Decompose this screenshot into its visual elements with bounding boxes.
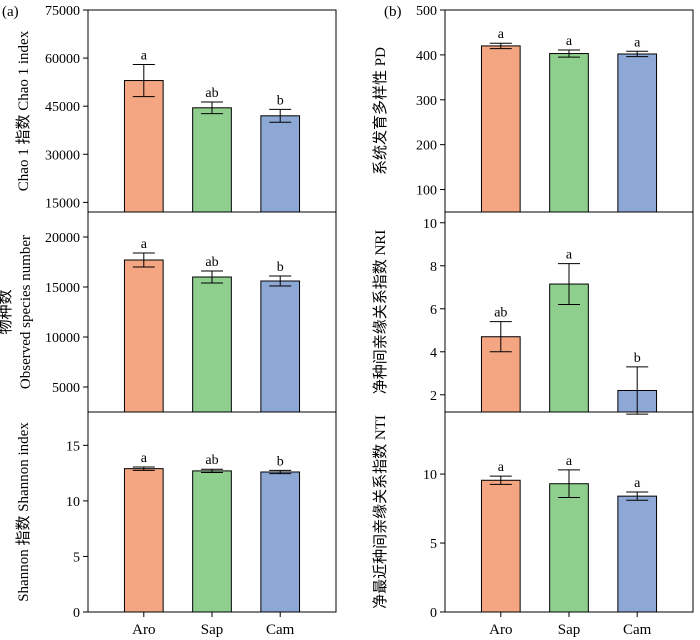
bar [549, 53, 589, 213]
significance-letter: ab [205, 86, 218, 101]
panel-label-b: (b) [384, 4, 402, 20]
bar [549, 483, 589, 613]
chart-3: 0 5 10 15 a ab b Aro Sap Cam Shannon 指数 Shannon in… [15, 411, 337, 638]
y-tick-label: 15000 [45, 196, 80, 211]
significance-letter: b [277, 260, 284, 275]
y-tick-label: 75000 [45, 4, 80, 19]
chart-4: 100 200 300 400 500 a a a 系统发育多样性 PD [372, 4, 694, 213]
bar [480, 479, 521, 613]
bar [192, 107, 232, 213]
panel-label-a: (a) [2, 4, 19, 20]
significance-letter: a [566, 248, 573, 263]
y-tick-label: 30000 [45, 148, 80, 163]
y-axis-label-line: 物种数 [0, 289, 14, 334]
y-tick-label: 45000 [45, 100, 80, 115]
x-tick-label: Cam [266, 622, 295, 638]
significance-letter: a [634, 35, 641, 50]
y-tick-label: 6 [430, 303, 437, 318]
x-tick-label: Aro [132, 622, 155, 638]
bar [260, 471, 301, 613]
y-tick-label: 60000 [45, 52, 80, 67]
significance-letter: a [141, 237, 148, 252]
y-tick-label: 400 [416, 49, 437, 64]
bar [549, 283, 589, 413]
y-tick-label: 0 [430, 606, 437, 621]
y-axis-label: Chao 1 指数 Chao 1 index [15, 30, 32, 191]
bar [123, 468, 164, 613]
significance-letter: a [634, 476, 641, 491]
y-axis-label: 净种间亲缘关系指数 NRI [372, 230, 389, 395]
y-tick-label: 15000 [45, 281, 80, 296]
y-tick-label: 10000 [45, 331, 80, 346]
x-tick-label: Sap [201, 622, 224, 638]
bar [617, 53, 658, 213]
y-tick-label: 300 [416, 94, 437, 109]
bar [617, 495, 658, 613]
significance-letter: a [566, 34, 573, 49]
bar [192, 470, 232, 613]
chart-2: 5000 10000 15000 20000 a ab b 物种数 Observed speci… [0, 211, 337, 413]
y-tick-label: 15 [66, 439, 80, 454]
bar [260, 280, 301, 413]
y-tick-label: 10 [423, 217, 437, 232]
y-tick-label: 20000 [45, 231, 80, 246]
y-tick-label: 500 [416, 4, 437, 19]
significance-letter: b [277, 93, 284, 108]
y-tick-label: 200 [416, 139, 437, 154]
y-tick-label: 5 [430, 537, 437, 552]
y-tick-label: 5 [73, 550, 80, 565]
y-tick-label: 10 [66, 495, 80, 510]
y-tick-label: 5000 [52, 381, 80, 396]
x-tick-label: Aro [489, 622, 512, 638]
bar [123, 259, 164, 413]
significance-letter: b [277, 454, 284, 469]
chart-6: 0 5 10 a a a Aro Sap Cam 净最近种间亲缘关系指数 NTI [372, 411, 694, 638]
significance-letter: b [634, 351, 641, 366]
y-axis-label: 系统发育多样性 PD [372, 47, 389, 175]
y-axis-label: Shannon 指数 Shannon index [15, 422, 32, 602]
significance-letter: a [498, 27, 505, 42]
y-tick-label: 100 [416, 184, 437, 199]
x-tick-label: Cam [623, 622, 652, 638]
bar [192, 276, 232, 413]
y-tick-label: 2 [430, 389, 437, 404]
significance-letter: a [566, 454, 573, 469]
x-tick-label: Sap [558, 622, 581, 638]
significance-letter: ab [494, 306, 507, 321]
significance-letter: a [498, 460, 505, 475]
y-tick-label: 8 [430, 260, 437, 275]
y-axis-label: 净最近种间亲缘关系指数 NTI [372, 415, 389, 609]
significance-letter: a [141, 451, 148, 466]
y-tick-label: 0 [73, 606, 80, 621]
chart-1: 15000 30000 45000 60000 75000 a ab b Chao 1 指数 C… [15, 4, 337, 213]
significance-letter: ab [205, 255, 218, 270]
significance-letter: ab [205, 453, 218, 468]
significance-letter: a [141, 49, 148, 64]
bar [480, 45, 521, 213]
y-tick-label: 4 [430, 346, 437, 361]
y-tick-label: 10 [423, 468, 437, 483]
bar [123, 80, 164, 213]
bar [260, 115, 301, 213]
y-axis-label-line: Observed species number [18, 235, 34, 389]
